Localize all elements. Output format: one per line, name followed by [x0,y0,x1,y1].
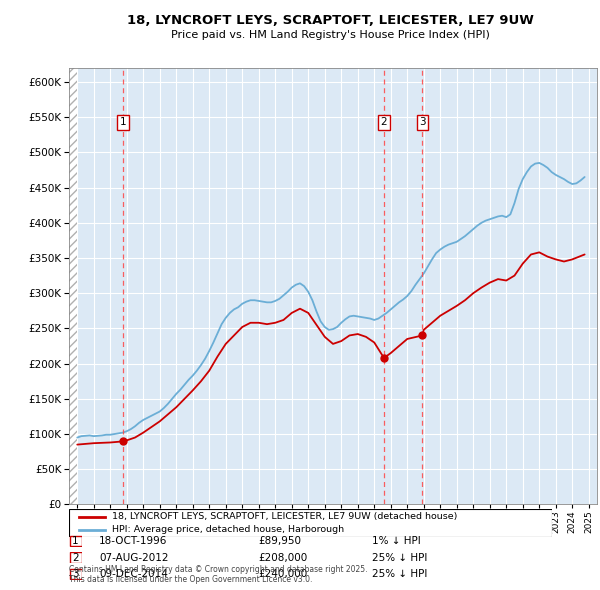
Text: £240,000: £240,000 [258,569,307,579]
Text: 3: 3 [419,117,426,127]
Text: 3: 3 [72,569,79,579]
Text: 1% ↓ HPI: 1% ↓ HPI [372,536,421,546]
Text: 25% ↓ HPI: 25% ↓ HPI [372,553,427,562]
Text: HPI: Average price, detached house, Harborough: HPI: Average price, detached house, Harb… [112,525,344,535]
Text: 07-AUG-2012: 07-AUG-2012 [99,553,169,562]
Text: Price paid vs. HM Land Registry's House Price Index (HPI): Price paid vs. HM Land Registry's House … [170,31,490,40]
Text: Contains HM Land Registry data © Crown copyright and database right 2025.
This d: Contains HM Land Registry data © Crown c… [69,565,367,584]
Text: 2: 2 [72,553,79,562]
Text: 1: 1 [120,117,127,127]
Text: 18, LYNCROFT LEYS, SCRAPTOFT, LEICESTER, LE7 9UW: 18, LYNCROFT LEYS, SCRAPTOFT, LEICESTER,… [127,14,533,27]
Text: 09-DEC-2014: 09-DEC-2014 [99,569,168,579]
Text: 1: 1 [72,536,79,546]
Text: 18-OCT-1996: 18-OCT-1996 [99,536,167,546]
Text: £208,000: £208,000 [258,553,307,562]
Text: £89,950: £89,950 [258,536,301,546]
Text: 18, LYNCROFT LEYS, SCRAPTOFT, LEICESTER, LE7 9UW (detached house): 18, LYNCROFT LEYS, SCRAPTOFT, LEICESTER,… [112,512,458,521]
Bar [69,68,77,504]
Text: 2: 2 [380,117,387,127]
Text: 25% ↓ HPI: 25% ↓ HPI [372,569,427,579]
